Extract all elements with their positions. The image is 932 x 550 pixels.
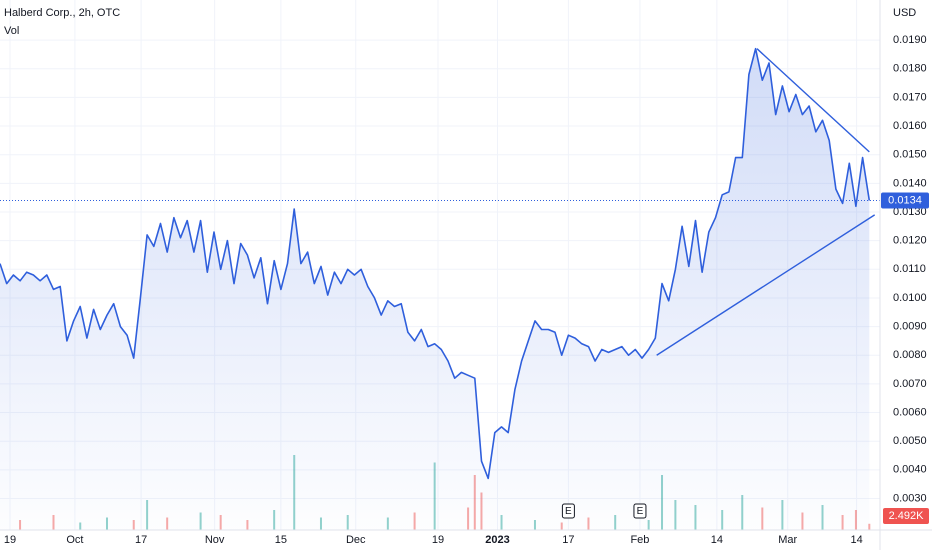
y-tick-label: 0.0070 (893, 378, 927, 390)
x-tick-label: 15 (275, 534, 287, 546)
last-volume-box (883, 508, 929, 524)
x-tick-label: Oct (66, 534, 83, 546)
x-tick-label: 19 (4, 534, 16, 546)
y-tick-label: 0.0090 (893, 321, 927, 333)
x-tick-label: 19 (432, 534, 444, 546)
y-tick-label: 0.0100 (893, 292, 927, 304)
y-tick-label: 0.0110 (893, 263, 926, 275)
last-price-box (881, 192, 929, 209)
y-tick-label: 0.0190 (893, 34, 927, 46)
x-tick-label: 2023 (485, 534, 509, 546)
last-volume-label: 2.492K (889, 510, 925, 522)
x-tick-label: Nov (205, 534, 225, 546)
y-tick-label: 0.0150 (893, 149, 927, 161)
x-tick-label: 14 (850, 534, 862, 546)
axes-layer: 0.0030 0.0040 0.0050 0.0060 0.0070 0.0080 0.00… (4, 34, 929, 546)
last-price-label: 0.0134 (888, 194, 922, 206)
y-tick-label: 0.0050 (893, 435, 927, 447)
volume-title: Vol (4, 25, 19, 37)
y-tick-label: 0.0040 (893, 464, 927, 476)
y-tick-label: 0.0130 (893, 206, 927, 218)
x-tick-label: Dec (346, 534, 366, 546)
area-fill (0, 48, 870, 530)
y-tick-label: 0.0170 (893, 91, 927, 103)
event-label: E (637, 506, 644, 517)
trendline (756, 48, 870, 153)
event-label: E (565, 506, 572, 517)
x-tick-label: Mar (778, 534, 797, 546)
y-tick-label: 0.0080 (893, 349, 927, 361)
y-tick-label: 0.0060 (893, 406, 927, 418)
x-tick-label: Feb (630, 534, 649, 546)
event-box (633, 503, 647, 519)
trendline (656, 214, 876, 356)
x-tick-label: 14 (711, 534, 723, 546)
currency: USD (893, 7, 916, 19)
event-box (561, 503, 575, 519)
y-tick-label: 0.0140 (893, 177, 927, 189)
y-tick-label: 0.0030 (893, 492, 927, 504)
y-tick-label: 0.0120 (893, 235, 927, 247)
x-tick-label: 17 (562, 534, 574, 546)
y-tick-label: 0.0180 (893, 63, 927, 75)
volume-bar (868, 523, 871, 530)
price-line (0, 47, 871, 480)
x-tick-label: 17 (135, 534, 147, 546)
chart-title: Halberd Corp., 2h, OTC (4, 7, 120, 19)
y-tick-label: 0.0160 (893, 120, 927, 132)
